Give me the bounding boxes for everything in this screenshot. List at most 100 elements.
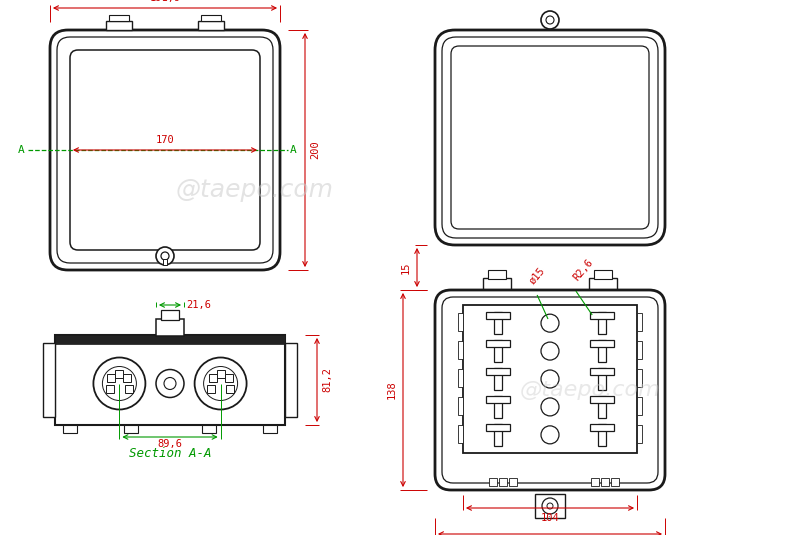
Bar	[590, 368, 614, 375]
Bar	[123, 373, 131, 381]
Bar	[209, 373, 216, 381]
Circle shape	[541, 370, 559, 388]
Text: 191,9: 191,9	[149, 0, 181, 3]
Circle shape	[541, 426, 559, 444]
Bar	[55, 335, 285, 344]
Bar	[458, 397, 463, 415]
Bar	[637, 313, 642, 331]
Bar	[109, 15, 129, 21]
Bar	[590, 312, 614, 319]
Bar	[589, 278, 617, 290]
Bar	[202, 425, 216, 433]
Circle shape	[156, 247, 174, 265]
Bar	[125, 385, 133, 393]
Bar	[106, 21, 132, 30]
Circle shape	[93, 357, 145, 409]
Text: @taepo.com: @taepo.com	[520, 380, 660, 400]
Bar	[535, 494, 565, 518]
Bar	[458, 313, 463, 331]
Bar	[594, 270, 612, 279]
Bar	[494, 340, 502, 362]
Text: A: A	[290, 145, 297, 155]
Circle shape	[103, 366, 137, 401]
Bar	[637, 397, 642, 415]
FancyBboxPatch shape	[70, 50, 260, 250]
Text: @taepo.com: @taepo.com	[176, 178, 334, 202]
Text: 81,2: 81,2	[322, 368, 332, 393]
Bar	[263, 425, 277, 433]
Text: 200: 200	[310, 141, 320, 159]
Circle shape	[194, 357, 246, 409]
Text: Section A-A: Section A-A	[129, 447, 211, 460]
Bar	[494, 312, 502, 334]
Text: 15: 15	[401, 261, 411, 274]
Bar	[590, 424, 614, 431]
Circle shape	[156, 370, 184, 398]
Circle shape	[546, 16, 554, 24]
FancyBboxPatch shape	[435, 290, 665, 490]
Bar	[483, 278, 511, 290]
Bar	[598, 312, 606, 334]
Bar	[198, 21, 224, 30]
Bar	[463, 305, 637, 453]
Bar	[637, 425, 642, 443]
Text: 104: 104	[540, 513, 559, 523]
Bar	[590, 340, 614, 347]
Bar	[201, 15, 221, 21]
Bar	[611, 478, 619, 486]
Text: 21,6: 21,6	[186, 300, 211, 310]
Bar	[216, 370, 224, 378]
Bar	[458, 369, 463, 387]
Bar	[107, 373, 115, 381]
Bar	[163, 259, 167, 265]
Text: 138: 138	[387, 380, 397, 399]
Bar	[55, 335, 285, 425]
Circle shape	[541, 398, 559, 416]
Bar	[494, 424, 502, 446]
Circle shape	[541, 342, 559, 360]
Bar	[499, 478, 507, 486]
Text: R2,6: R2,6	[571, 257, 595, 283]
FancyBboxPatch shape	[435, 30, 665, 245]
Bar	[590, 396, 614, 403]
Text: 89,6: 89,6	[157, 439, 182, 449]
Bar	[458, 425, 463, 443]
Bar	[494, 368, 502, 390]
FancyBboxPatch shape	[442, 297, 658, 483]
Circle shape	[164, 378, 176, 389]
Bar	[489, 478, 498, 486]
Bar	[106, 385, 114, 393]
Bar	[285, 343, 297, 417]
FancyBboxPatch shape	[50, 30, 280, 270]
Bar	[510, 478, 517, 486]
Bar	[598, 396, 606, 418]
Bar	[161, 310, 179, 320]
Bar	[486, 396, 510, 403]
FancyBboxPatch shape	[451, 46, 649, 229]
Bar	[486, 368, 510, 375]
Text: A: A	[18, 145, 25, 155]
Bar	[637, 341, 642, 359]
Bar	[488, 270, 506, 279]
Bar	[115, 370, 123, 378]
Bar	[124, 425, 138, 433]
Bar	[494, 396, 502, 418]
Circle shape	[547, 503, 553, 509]
Bar	[486, 312, 510, 319]
Bar	[486, 340, 510, 347]
Bar	[63, 425, 77, 433]
Bar	[486, 424, 510, 431]
Circle shape	[204, 366, 238, 401]
Circle shape	[541, 11, 559, 29]
Text: ø15: ø15	[527, 265, 547, 286]
FancyBboxPatch shape	[442, 37, 658, 238]
Text: 170: 170	[156, 135, 175, 145]
Circle shape	[541, 314, 559, 332]
FancyBboxPatch shape	[57, 37, 273, 263]
Circle shape	[161, 252, 169, 260]
Bar	[458, 341, 463, 359]
Bar	[598, 368, 606, 390]
Circle shape	[542, 498, 558, 514]
Bar	[637, 369, 642, 387]
Bar	[224, 373, 232, 381]
